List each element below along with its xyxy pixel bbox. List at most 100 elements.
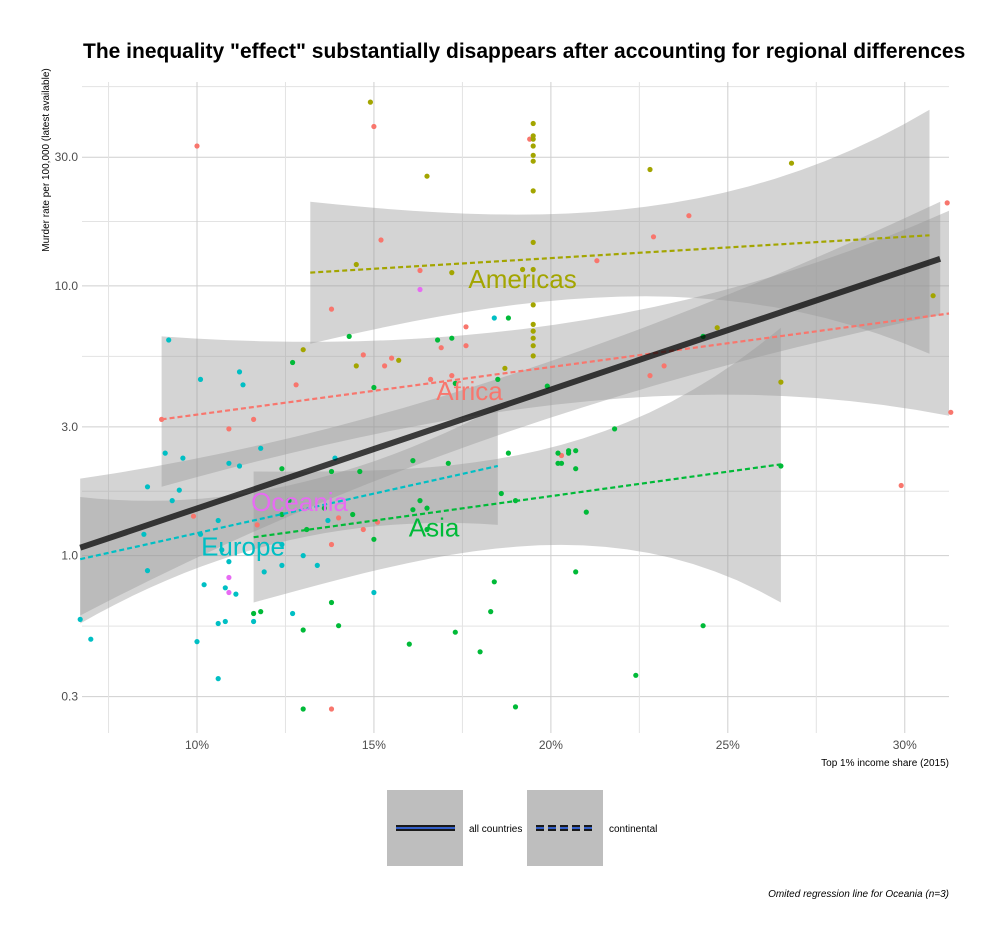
point-americas (502, 365, 508, 371)
point-asia (371, 384, 377, 391)
point-americas (788, 160, 795, 166)
point-americas (530, 152, 536, 158)
point-europe (325, 517, 331, 524)
point-asia (558, 460, 565, 466)
point-europe (261, 569, 267, 575)
fit-line-africa (161, 312, 950, 421)
point-americas (424, 173, 430, 179)
point-europe (219, 547, 225, 553)
point-asia (321, 505, 327, 511)
point-africa (254, 522, 260, 528)
point-americas (530, 321, 536, 327)
point-europe (222, 618, 228, 625)
point-africa (371, 123, 377, 130)
point-americas (530, 120, 536, 127)
point-africa (360, 526, 366, 533)
point-europe (141, 531, 147, 537)
point-asia (300, 627, 306, 633)
point-africa (328, 706, 335, 712)
point-asia (566, 448, 572, 454)
region-label-asia: Asia (409, 512, 460, 542)
point-americas (530, 266, 536, 273)
point-oceania (226, 574, 232, 581)
point-europe (226, 460, 232, 466)
region-label-europe: Europe (201, 532, 285, 562)
point-americas (647, 166, 653, 173)
grid (82, 82, 949, 733)
point-africa (194, 143, 200, 149)
point-americas (530, 328, 536, 334)
point-asia (328, 599, 335, 606)
point-asia (633, 672, 639, 678)
point-asia (406, 641, 412, 647)
y-axis-title: Murder rate per 100,000 (latest availabl… (41, 68, 52, 251)
point-europe (371, 589, 377, 596)
point-asia (435, 337, 441, 343)
point-asia (346, 333, 352, 339)
point-europe (162, 450, 168, 456)
point-africa (328, 306, 335, 312)
point-asia (573, 448, 579, 454)
point-europe (144, 568, 151, 574)
point-africa (382, 363, 388, 369)
band-africa (161, 210, 950, 487)
point-europe (169, 498, 175, 504)
point-asia (286, 498, 292, 504)
point-europe (233, 591, 239, 597)
point-africa (417, 267, 423, 274)
point-asia (371, 536, 377, 542)
point-americas (530, 353, 536, 359)
region-label-africa: Africa (436, 376, 503, 406)
point-asia (573, 466, 579, 472)
point-asia (452, 380, 458, 386)
point-oceania (226, 589, 232, 596)
point-asia (488, 609, 494, 615)
point-asia (491, 579, 497, 585)
point-europe (201, 582, 207, 588)
legend: all countries continental (387, 790, 657, 866)
point-asia (336, 623, 342, 629)
point-africa (463, 343, 469, 349)
point-asia (505, 315, 511, 321)
point-africa (944, 200, 950, 206)
point-europe (236, 369, 243, 375)
point-europe (144, 484, 151, 490)
point-americas (778, 379, 784, 385)
point-asia (700, 623, 706, 629)
point-oceania (417, 286, 423, 293)
point-asia (555, 450, 561, 456)
point-americas (300, 347, 306, 353)
point-africa (686, 213, 692, 219)
point-europe (215, 517, 221, 524)
point-asia (424, 526, 430, 533)
point-asia (573, 569, 579, 575)
point-africa (650, 234, 657, 240)
point-africa (948, 409, 954, 415)
region-label-americas: Americas (468, 264, 576, 294)
point-africa (661, 363, 667, 369)
point-europe (279, 541, 285, 548)
region-labels: Africa Americas Asia Europe Oceania (201, 264, 577, 562)
point-asia (505, 450, 511, 456)
point-americas (520, 266, 526, 273)
point-asia (410, 507, 416, 513)
point-europe (279, 562, 285, 569)
x-tick-label: 10% (185, 738, 209, 752)
y-axis-ticks: 0.3 1.0 3.0 10.0 30.0 (55, 150, 79, 703)
point-americas (530, 239, 536, 245)
fit-line-all-countries (79, 255, 942, 551)
point-africa (389, 355, 395, 361)
point-americas (530, 335, 536, 341)
point-americas (367, 99, 373, 105)
point-europe (314, 562, 320, 569)
x-tick-label: 25% (716, 738, 740, 752)
point-europe (258, 445, 264, 451)
point-asia (328, 468, 335, 475)
point-europe (197, 376, 204, 382)
x-tick-label: 15% (362, 738, 386, 752)
point-africa (378, 237, 384, 243)
point-asia (258, 609, 264, 615)
x-axis-ticks: 10% 15% 20% 25% 30% (185, 738, 917, 752)
point-americas (530, 188, 536, 194)
